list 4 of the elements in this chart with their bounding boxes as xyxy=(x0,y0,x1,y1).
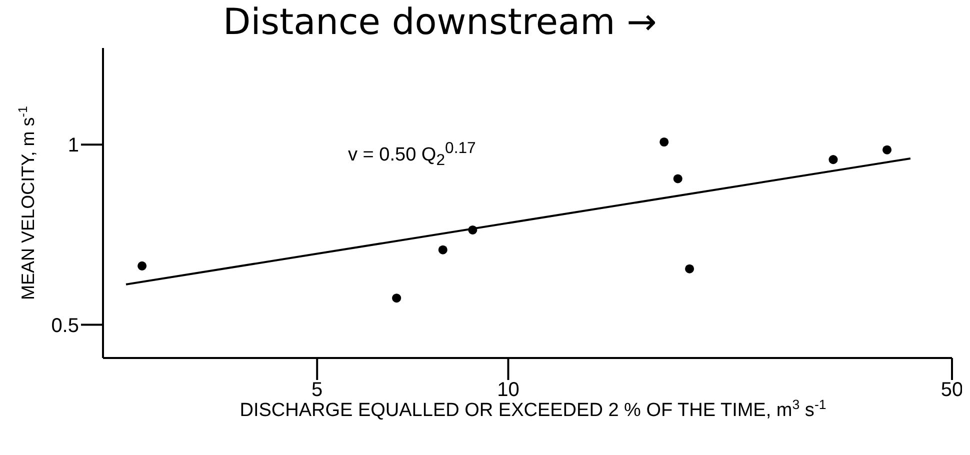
chart-title: Distance downstream → xyxy=(223,2,657,43)
x-tick-label: 50 xyxy=(940,379,964,402)
y-tick-label: 0.5 xyxy=(51,314,79,337)
y-tick-label: 1 xyxy=(68,134,79,157)
